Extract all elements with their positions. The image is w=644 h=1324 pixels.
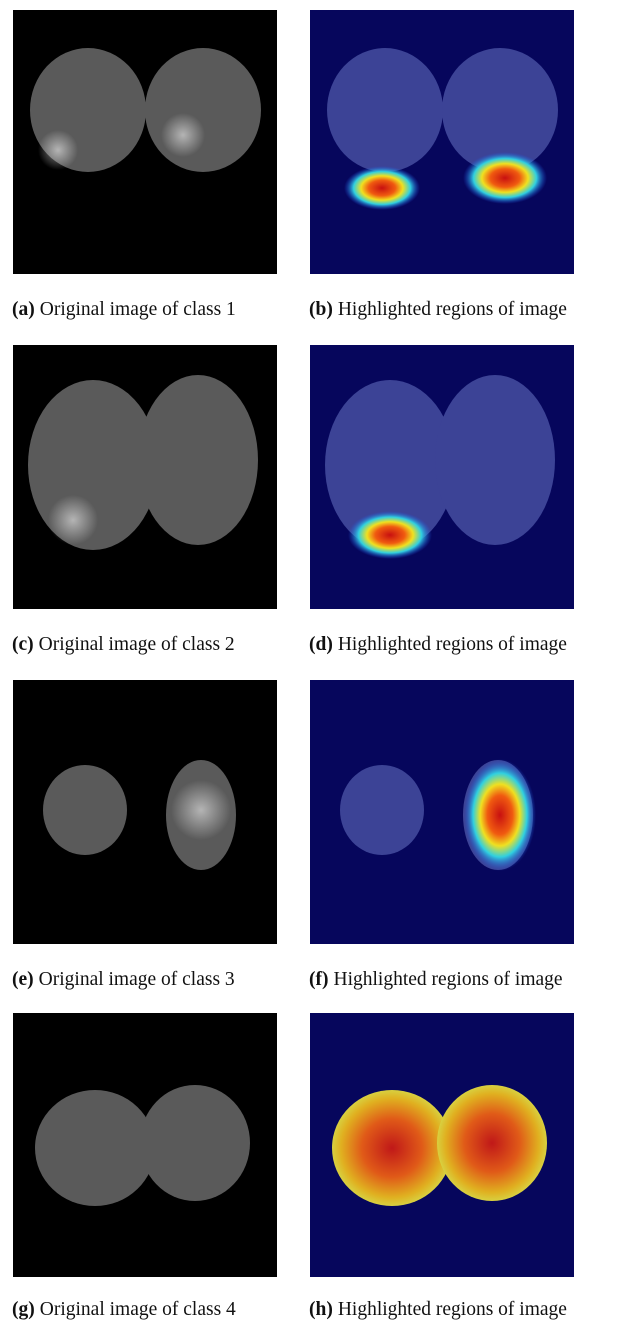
caption: (e)Original image of class 3 (12, 968, 235, 992)
panel-label: (c) (12, 634, 34, 655)
lung (435, 375, 555, 545)
caption: (f) Highlighted regions of image (309, 968, 563, 992)
caption-text: Highlighted regions of image (333, 969, 562, 990)
caption-text: Original image of class 4 (40, 1299, 236, 1320)
lung (332, 1090, 452, 1206)
lung (138, 375, 258, 545)
opacity (161, 113, 205, 157)
lung (140, 1085, 250, 1201)
caption: (c)Original image of class 2 (12, 633, 235, 657)
caption-text: Original image of class 1 (40, 299, 236, 320)
lung (43, 765, 127, 855)
lung (340, 765, 424, 855)
caption-text: Highlighted regions of image (338, 299, 567, 320)
caption-text: Highlighted regions of image (338, 634, 567, 655)
panel-label: (a) (12, 299, 35, 320)
caption: (a)Original image of class 1 (12, 298, 236, 322)
figure: (a)Original image of class 1(b)Highlight… (0, 0, 644, 1324)
panel-label: (d) (309, 634, 333, 655)
opacity (48, 495, 98, 545)
heat-region (464, 759, 536, 871)
panel-label: (g) (12, 1299, 35, 1320)
caption: (h)Highlighted regions of image (309, 1298, 567, 1322)
opacity (38, 130, 78, 170)
lung (35, 1090, 155, 1206)
caption: (d)Highlighted regions of image (309, 633, 567, 657)
figure-images (0, 0, 644, 1324)
caption-text: Original image of class 3 (39, 969, 235, 990)
caption-text: Highlighted regions of image (338, 1299, 567, 1320)
heat-region (348, 511, 432, 559)
lung (327, 48, 443, 172)
panel-label: (f) (309, 969, 328, 990)
caption: (b)Highlighted regions of image (309, 298, 567, 322)
panel-label: (h) (309, 1299, 333, 1320)
heat-region (344, 166, 420, 210)
heat-region (463, 152, 547, 204)
panel-label: (b) (309, 299, 333, 320)
caption: (g)Original image of class 4 (12, 1298, 236, 1322)
opacity (171, 780, 231, 840)
panel-label: (e) (12, 969, 34, 990)
lung (145, 48, 261, 172)
caption-text: Original image of class 2 (39, 634, 235, 655)
lung (437, 1085, 547, 1201)
